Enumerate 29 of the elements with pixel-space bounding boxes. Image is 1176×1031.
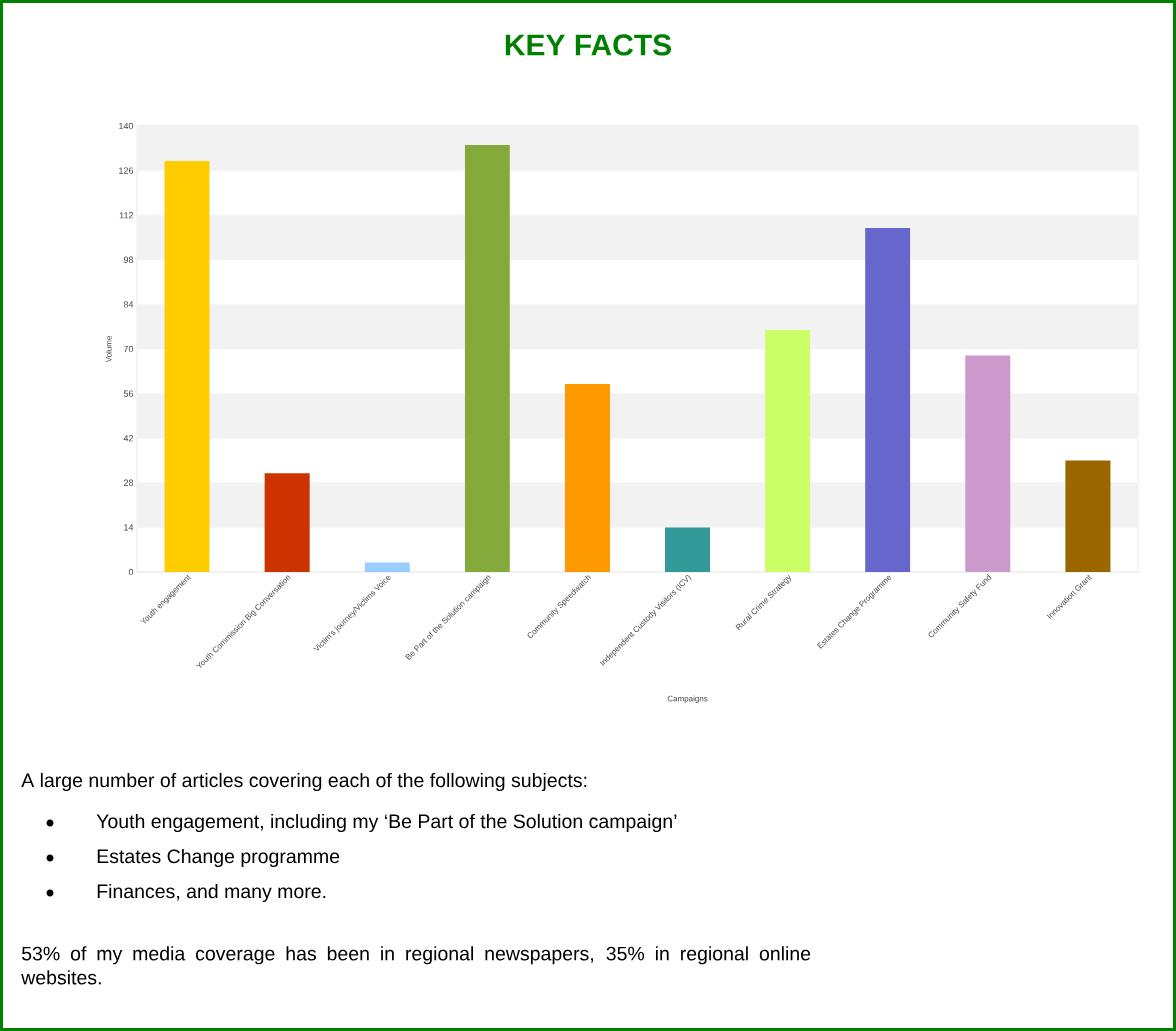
bar — [865, 227, 911, 572]
y-tick-label: 140 — [119, 122, 134, 130]
y-axis-title: Volume — [105, 336, 112, 363]
y-tick-label: 70 — [123, 345, 134, 353]
text: Estates Change programme — [97, 848, 340, 868]
text: A large number of articles covering each of the following subjects: — [21, 772, 587, 792]
y-tick-label: 126 — [119, 167, 134, 174]
bar — [564, 384, 610, 572]
y-tick-label: 14 — [124, 524, 134, 531]
bar — [164, 161, 210, 572]
chart-title: KEY FACTS — [505, 34, 672, 56]
bar — [665, 527, 711, 572]
text: 53% of my media coverage has been in regional newspapers, 35% in regional online websites. — [21, 946, 811, 985]
y-tick-label: 42 — [123, 435, 134, 442]
bar — [1065, 460, 1111, 572]
bar — [364, 562, 410, 572]
bar — [464, 145, 510, 572]
y-tick-label: 84 — [123, 301, 134, 308]
bar — [264, 473, 310, 572]
y-tick-label: 98 — [123, 256, 134, 263]
y-tick-label: 28 — [123, 479, 134, 486]
x-axis-title: Campaigns — [667, 695, 708, 703]
y-tick-label: 56 — [123, 390, 134, 397]
y-tick-label: 0 — [128, 568, 134, 576]
bar — [965, 355, 1011, 572]
text: Finances, and many more. — [97, 883, 326, 903]
text: Youth engagement, including my ‘Be Part of the Solution campaign’ — [96, 813, 677, 833]
bar — [765, 329, 811, 572]
y-tick-label: 112 — [119, 212, 134, 219]
